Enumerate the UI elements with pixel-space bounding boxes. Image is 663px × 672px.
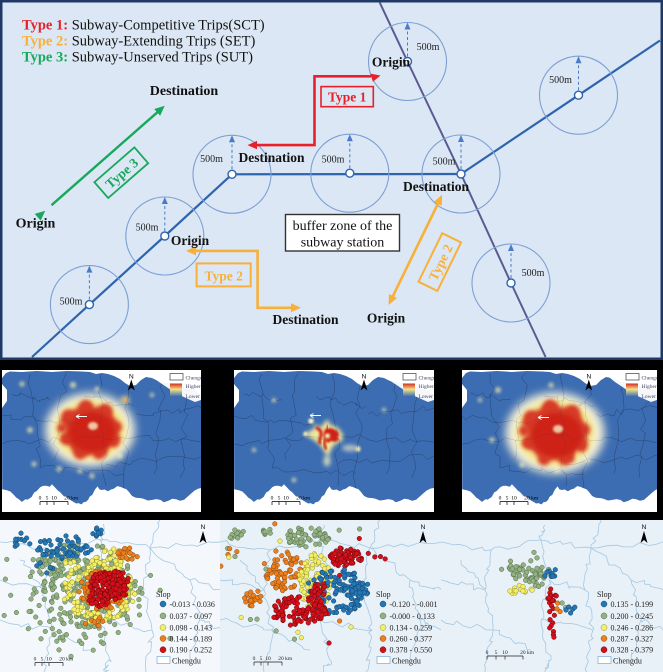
svg-text:-0.000 - 0.133: -0.000 - 0.133	[390, 612, 435, 621]
svg-text:20 km: 20 km	[524, 496, 539, 502]
svg-text:0.134 - 0.259: 0.134 - 0.259	[390, 624, 433, 633]
svg-text:5: 5	[506, 496, 509, 502]
svg-text:Slop: Slop	[376, 590, 391, 599]
svg-text:Type 1: Subway-Competitive Tri: Type 1: Subway-Competitive Trips(SCT)	[22, 18, 265, 34]
svg-text:Origin: Origin	[171, 233, 210, 248]
svg-text:Origin: Origin	[372, 55, 411, 70]
svg-text:500m: 500m	[60, 297, 83, 308]
svg-text:Chengdu: Chengdu	[186, 376, 202, 382]
svg-text:0: 0	[271, 496, 274, 502]
svg-text:10: 10	[265, 656, 271, 662]
svg-text:Chengdu: Chengdu	[613, 657, 642, 666]
svg-text:5: 5	[46, 496, 49, 502]
svg-text:Chengdu: Chengdu	[172, 657, 201, 666]
svg-text:Destination: Destination	[238, 150, 304, 165]
svg-text:Slop: Slop	[156, 590, 171, 599]
svg-text:20 km: 20 km	[278, 656, 293, 662]
svg-text:N: N	[642, 524, 647, 531]
svg-text:Higher: Higher	[642, 384, 657, 390]
svg-text:-0.120 - -0.001: -0.120 - -0.001	[390, 600, 438, 609]
svg-text:0.287 - 0.327: 0.287 - 0.327	[611, 635, 654, 644]
svg-text:0.098 - 0.143: 0.098 - 0.143	[170, 624, 213, 633]
svg-text:0.328 - 0.379: 0.328 - 0.379	[611, 646, 654, 655]
svg-text:0.144 - 0.189: 0.144 - 0.189	[170, 635, 213, 644]
svg-text:20 km: 20 km	[64, 496, 79, 502]
svg-text:0: 0	[34, 657, 37, 663]
svg-text:subway station: subway station	[301, 236, 385, 251]
svg-text:Origin: Origin	[16, 217, 56, 232]
svg-text:buffer zone of the: buffer zone of the	[293, 219, 393, 234]
svg-text:20 km: 20 km	[59, 657, 74, 663]
svg-text:Chengdu: Chengdu	[419, 376, 435, 382]
svg-text:Slop: Slop	[597, 590, 612, 599]
svg-text:Lower: Lower	[419, 394, 434, 400]
svg-text:0.246 - 0.286: 0.246 - 0.286	[611, 624, 654, 633]
svg-text:N: N	[586, 374, 591, 381]
svg-text:Destination: Destination	[272, 312, 338, 327]
svg-text:N: N	[421, 524, 426, 531]
svg-text:500m: 500m	[417, 42, 440, 53]
svg-text:N: N	[201, 524, 206, 531]
svg-text:0: 0	[486, 650, 489, 656]
svg-text:500m: 500m	[200, 154, 223, 165]
svg-text:Destination: Destination	[150, 84, 219, 99]
svg-text:20 km: 20 km	[520, 650, 535, 656]
svg-text:Chengdu: Chengdu	[642, 376, 658, 382]
svg-text:Higher: Higher	[186, 384, 201, 390]
svg-text:Destination: Destination	[403, 179, 469, 194]
svg-text:Type 3: Subway-Unserved Trips: Type 3: Subway-Unserved Trips (SUT)	[22, 50, 253, 66]
svg-text:0.200 - 0.245: 0.200 - 0.245	[611, 612, 654, 621]
svg-text:Type 1: Type 1	[328, 90, 367, 105]
svg-text:0.037 - 0.097: 0.037 - 0.097	[170, 612, 213, 621]
svg-text:10: 10	[502, 650, 508, 656]
svg-text:0.260 - 0.377: 0.260 - 0.377	[390, 635, 433, 644]
svg-text:Type 2: Type 2	[205, 269, 244, 284]
svg-text:Origin: Origin	[367, 311, 406, 326]
svg-text:10: 10	[511, 496, 517, 502]
svg-text:0.190 - 0.252: 0.190 - 0.252	[170, 646, 213, 655]
svg-text:500m: 500m	[522, 268, 545, 279]
svg-text:500m: 500m	[433, 157, 456, 168]
svg-text:500m: 500m	[322, 155, 345, 166]
svg-text:10: 10	[283, 496, 289, 502]
svg-text:Type 2: Subway-Extending Trips: Type 2: Subway-Extending Trips (SET)	[22, 34, 256, 50]
svg-text:10: 10	[46, 657, 52, 663]
svg-text:Lower: Lower	[642, 394, 657, 400]
svg-text:-0.013 - 0.036: -0.013 - 0.036	[170, 600, 215, 609]
svg-text:0.378 - 0.550: 0.378 - 0.550	[390, 646, 433, 655]
svg-text:500m: 500m	[549, 75, 572, 86]
svg-text:5: 5	[260, 656, 263, 662]
svg-text:0: 0	[499, 496, 502, 502]
svg-text:0: 0	[253, 656, 256, 662]
svg-text:N: N	[362, 374, 367, 381]
svg-text:5: 5	[495, 650, 498, 656]
svg-text:10: 10	[51, 496, 57, 502]
svg-text:0.135 - 0.199: 0.135 - 0.199	[611, 600, 654, 609]
svg-text:Lower: Lower	[186, 394, 201, 400]
svg-text:N: N	[129, 374, 134, 381]
svg-text:Chengdu: Chengdu	[392, 657, 421, 666]
svg-text:5: 5	[278, 496, 281, 502]
svg-text:Higher: Higher	[419, 384, 434, 390]
svg-text:5: 5	[41, 657, 44, 663]
svg-text:500m: 500m	[136, 223, 159, 234]
svg-text:0: 0	[39, 496, 42, 502]
svg-text:20 km: 20 km	[296, 496, 311, 502]
